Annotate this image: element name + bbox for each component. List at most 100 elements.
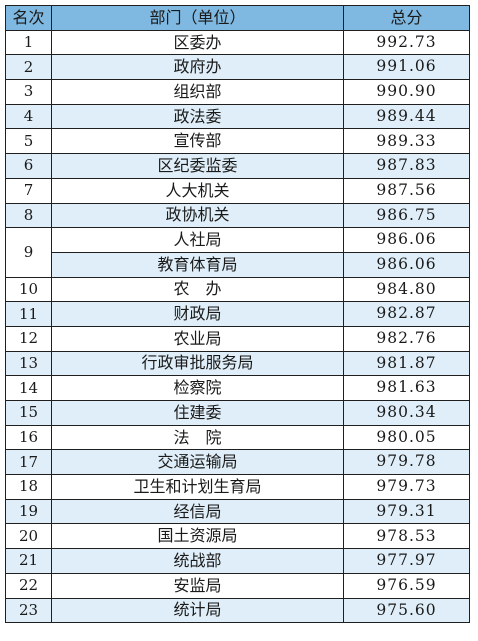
- table-row: 教育体育局 986.06: [6, 251, 470, 278]
- department-cell: 宣传部: [51, 128, 344, 155]
- rank-cell: 21: [5, 548, 52, 574]
- department-cell: 检察院: [51, 375, 344, 401]
- table-row: 1 区委办 992.73: [5, 29, 470, 56]
- score-cell: 980.05: [343, 424, 470, 451]
- rank-cell: 10: [5, 276, 52, 303]
- rank-cell: 11: [5, 301, 52, 327]
- table-row: 3 组织部 990.90: [5, 79, 470, 105]
- department-cell: 农业局: [51, 325, 344, 352]
- score-cell: 979.73: [343, 474, 470, 500]
- score-cell: 986.75: [343, 202, 470, 229]
- table-row: 2 政府办 991.06: [5, 54, 470, 81]
- score-cell: 986.06: [343, 227, 470, 253]
- table-row: 20 国土资源局 978.53: [5, 523, 470, 550]
- rank-cell: 14: [5, 375, 52, 401]
- header-row: 名次 部门（单位） 总分: [5, 5, 470, 31]
- rank-cell: 19: [5, 498, 52, 525]
- ranking-table: 名次 部门（单位） 总分 1 区委办 992.73 2 政府办 991.06 3…: [5, 5, 470, 624]
- department-cell: 政法委: [51, 103, 344, 130]
- table-row: 16 法 院 980.05: [5, 424, 470, 451]
- rank-cell: 23: [5, 597, 52, 624]
- department-cell: 交通运输局: [51, 449, 344, 476]
- department-cell: 国土资源局: [51, 523, 344, 550]
- rank-cell: 6: [5, 153, 52, 179]
- table-row: 4 政法委 989.44: [5, 103, 470, 130]
- score-cell: 989.33: [343, 128, 470, 155]
- table-row: 14 检察院 981.63: [5, 375, 470, 401]
- rank-cell: 8: [5, 202, 52, 229]
- table-row: 12 农业局 982.76: [5, 325, 470, 352]
- department-cell: 统战部: [51, 548, 344, 574]
- table-row: 9 人社局 986.06: [5, 227, 470, 278]
- rank-cell: 4: [5, 103, 52, 130]
- department-cell: 人社局: [51, 227, 344, 253]
- rank-cell: 7: [5, 177, 52, 204]
- department-cell: 住建委: [51, 400, 344, 426]
- table-row: 10 农 办 984.80: [5, 276, 470, 303]
- rank-cell: 1: [5, 29, 52, 56]
- score-cell: 987.56: [343, 177, 470, 204]
- department-cell: 经信局: [51, 498, 344, 525]
- table-row: 19 经信局 979.31: [5, 498, 470, 525]
- table-row: 15 住建委 980.34: [5, 400, 470, 426]
- score-cell: 975.60: [343, 597, 470, 624]
- department-cell: 农 办: [51, 276, 344, 303]
- score-cell: 977.97: [343, 548, 470, 574]
- rank-cell: 15: [5, 400, 52, 426]
- rank-cell: 17: [5, 449, 52, 476]
- table-row: 17 交通运输局 979.78: [5, 449, 470, 476]
- department-cell: 区纪委监委: [51, 153, 344, 179]
- department-cell: 组织部: [51, 79, 344, 105]
- score-cell: 989.44: [343, 103, 470, 130]
- rank-cell-merged: 9: [5, 227, 52, 278]
- rank-cell: 20: [5, 523, 52, 550]
- score-cell: 980.34: [343, 400, 470, 426]
- header-department: 部门（单位）: [51, 5, 344, 31]
- score-cell: 981.63: [343, 375, 470, 401]
- score-cell: 991.06: [343, 54, 470, 81]
- department-cell: 教育体育局: [51, 251, 344, 278]
- score-cell: 976.59: [343, 572, 470, 599]
- score-cell: 987.83: [343, 153, 470, 179]
- table-row: 6 区纪委监委 987.83: [5, 153, 470, 179]
- department-cell: 法 院: [51, 424, 344, 451]
- score-cell: 986.06: [343, 251, 470, 278]
- score-cell: 982.87: [343, 301, 470, 327]
- department-cell: 财政局: [51, 301, 344, 327]
- table-row: 11 财政局 982.87: [5, 301, 470, 327]
- score-cell: 981.87: [343, 350, 470, 377]
- header-rank: 名次: [5, 5, 52, 31]
- table-row: 13 行政审批服务局 981.87: [5, 350, 470, 377]
- table-row: 21 统战部 977.97: [5, 548, 470, 574]
- rank-cell: 16: [5, 424, 52, 451]
- rank-cell: 3: [5, 79, 52, 105]
- table-row: 8 政协机关 986.75: [5, 202, 470, 229]
- score-cell: 979.31: [343, 498, 470, 525]
- department-cell: 政府办: [51, 54, 344, 81]
- table-row: 7 人大机关 987.56: [5, 177, 470, 204]
- rank-cell: 13: [5, 350, 52, 377]
- score-cell: 978.53: [343, 523, 470, 550]
- rank-cell: 18: [5, 474, 52, 500]
- rank-cell: 12: [5, 325, 52, 352]
- score-cell: 990.90: [343, 79, 470, 105]
- table-row: 18 卫生和计划生育局 979.73: [5, 474, 470, 500]
- table-row: 23 统计局 975.60: [5, 597, 470, 624]
- rank-cell: 22: [5, 572, 52, 599]
- department-cell: 安监局: [51, 572, 344, 599]
- score-cell: 982.76: [343, 325, 470, 352]
- rank-cell: 2: [5, 54, 52, 81]
- rank-cell: 5: [5, 128, 52, 155]
- header-score: 总分: [343, 5, 470, 31]
- department-cell: 政协机关: [51, 202, 344, 229]
- score-cell: 984.80: [343, 276, 470, 303]
- score-cell: 992.73: [343, 29, 470, 56]
- table-body: 1 区委办 992.73 2 政府办 991.06 3 组织部 990.90 4…: [5, 29, 470, 624]
- score-cell: 979.78: [343, 449, 470, 476]
- table-row: 22 安监局 976.59: [5, 572, 470, 599]
- table-row: 5 宣传部 989.33: [5, 128, 470, 155]
- department-cell: 统计局: [51, 597, 344, 624]
- department-cell: 行政审批服务局: [51, 350, 344, 377]
- department-cell: 人大机关: [51, 177, 344, 204]
- department-cell: 区委办: [51, 29, 344, 56]
